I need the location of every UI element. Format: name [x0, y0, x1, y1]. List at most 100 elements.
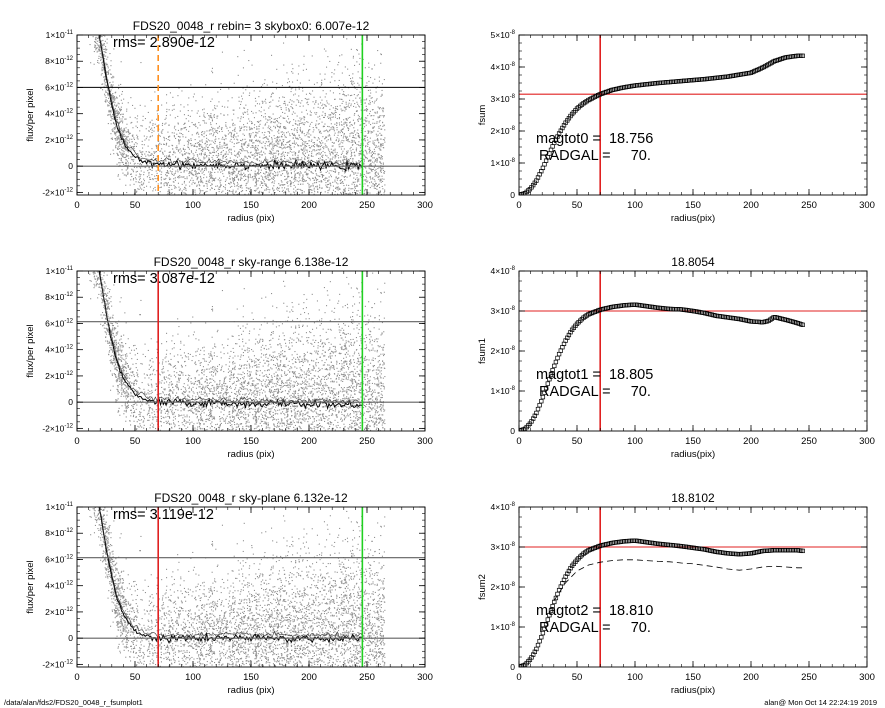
- scatter-point: [376, 146, 378, 148]
- scatter-point: [173, 104, 175, 106]
- scatter-point: [336, 137, 338, 139]
- scatter-point: [139, 179, 141, 181]
- scatter-point: [300, 148, 302, 150]
- scatter-point: [291, 100, 293, 102]
- scatter-point: [301, 122, 303, 124]
- scatter-point: [330, 197, 331, 198]
- scatter-point: [293, 171, 295, 173]
- scatter-point: [297, 120, 299, 122]
- scatter-point: [101, 70, 103, 72]
- scatter-point: [230, 173, 232, 175]
- scatter-point: [110, 90, 112, 92]
- scatter-point: [126, 144, 128, 146]
- scatter-point: [380, 144, 382, 146]
- scatter-point: [293, 134, 295, 136]
- scatter-point: [357, 71, 359, 73]
- scatter-point: [315, 161, 317, 163]
- scatter-point: [262, 84, 264, 86]
- scatter-point: [354, 113, 356, 115]
- scatter-point: [351, 164, 353, 166]
- scatter-point: [190, 171, 192, 173]
- scatter-point: [271, 130, 273, 132]
- scatter-point: [105, 81, 107, 83]
- scatter-point: [210, 174, 212, 176]
- scatter-point: [139, 163, 141, 165]
- scatter-point: [191, 172, 193, 174]
- scatter-point: [223, 186, 225, 188]
- scatter-point: [324, 73, 326, 75]
- scatter-point: [366, 177, 368, 179]
- scatter-point: [369, 89, 371, 91]
- scatter-point: [298, 196, 299, 197]
- scatter-point: [96, 47, 98, 49]
- x-tick-label: 100: [185, 200, 201, 211]
- scatter-point: [355, 149, 357, 151]
- scatter-point: [382, 163, 384, 165]
- scatter-point: [111, 118, 113, 120]
- scatter-point: [302, 152, 304, 154]
- scatter-point: [100, 52, 102, 54]
- scatter-point: [118, 88, 120, 90]
- scatter-point: [380, 169, 382, 171]
- scatter-point: [199, 159, 201, 161]
- scatter-point: [279, 171, 281, 173]
- scatter-point: [313, 189, 315, 191]
- scatter-point: [214, 143, 216, 145]
- scatter-point: [198, 182, 200, 184]
- scatter-point: [133, 145, 135, 147]
- scatter-point: [191, 151, 193, 153]
- scatter-point: [373, 102, 375, 104]
- scatter-point: [204, 143, 206, 145]
- scatter-point: [370, 169, 372, 171]
- scatter-point: [187, 142, 189, 144]
- scatter-point: [213, 141, 215, 143]
- scatter-point: [186, 160, 188, 162]
- scatter-point: [273, 143, 275, 145]
- scatter-point: [237, 173, 239, 175]
- scatter-point: [212, 169, 214, 171]
- scatter-point: [273, 152, 275, 154]
- scatter-point: [156, 172, 158, 174]
- scatter-point: [193, 166, 195, 168]
- scatter-point: [256, 154, 258, 156]
- scatter-point: [362, 176, 364, 178]
- scatter-point: [224, 188, 226, 190]
- scatter-point: [187, 162, 189, 164]
- scatter-point: [135, 174, 137, 176]
- scatter-point: [247, 179, 249, 181]
- scatter-point: [288, 118, 290, 120]
- scatter-point: [357, 129, 359, 131]
- scatter-point: [268, 131, 270, 133]
- scatter-point: [178, 186, 180, 188]
- scatter-point: [238, 155, 240, 157]
- scatter-point: [374, 139, 376, 141]
- scatter-point: [377, 185, 379, 187]
- scatter-point: [312, 160, 314, 162]
- scatter-point: [306, 151, 308, 153]
- scatter-point: [211, 184, 213, 186]
- scatter-point: [97, 37, 99, 39]
- scatter-point: [239, 159, 241, 161]
- scatter-point: [251, 122, 253, 124]
- scatter-point: [183, 123, 185, 125]
- scatter-point: [156, 175, 158, 177]
- scatter-point: [357, 172, 359, 174]
- scatter-point: [101, 73, 103, 75]
- scatter-point: [163, 136, 165, 138]
- scatter-point: [265, 171, 267, 173]
- scatter-point: [382, 107, 384, 109]
- scatter-point: [98, 44, 100, 46]
- scatter-point: [335, 139, 337, 141]
- scatter-point: [94, 28, 95, 29]
- scatter-point: [217, 147, 219, 149]
- scatter-point: [342, 137, 344, 139]
- scatter-point: [311, 189, 313, 191]
- scatter-point: [189, 167, 191, 169]
- scatter-point: [256, 159, 258, 161]
- scatter-point: [93, 63, 95, 65]
- scatter-point: [160, 179, 162, 181]
- scatter-point: [239, 130, 241, 132]
- scatter-point: [201, 134, 203, 136]
- scatter-point: [119, 108, 121, 110]
- scatter-point: [212, 135, 214, 137]
